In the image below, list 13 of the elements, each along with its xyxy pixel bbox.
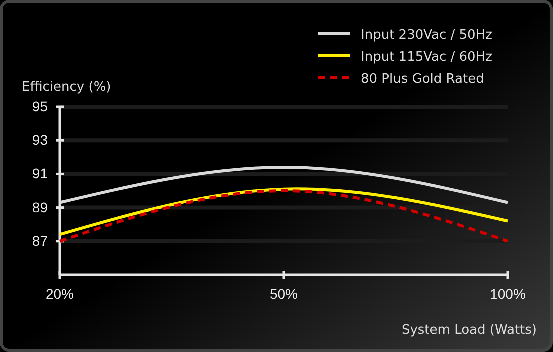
- legend-label: Input 115Vac / 60Hz: [361, 50, 493, 65]
- x-axis-title: System Load (Watts): [402, 323, 537, 338]
- y-tick-label: 91: [32, 166, 48, 182]
- y-tick-label: 93: [32, 132, 48, 148]
- x-tick-label: 50%: [270, 286, 298, 302]
- y-tick-label: 87: [32, 232, 48, 249]
- y-tick-label: 95: [32, 98, 48, 114]
- legend-label: Input 230Vac / 50Hz: [361, 28, 493, 43]
- x-tick-label: 100%: [490, 286, 526, 302]
- legend-label: 80 Plus Gold Rated: [361, 72, 484, 87]
- x-tick-label: 20%: [46, 286, 74, 302]
- y-axis-title: Efficiency (%): [22, 80, 112, 95]
- y-tick-label: 89: [32, 199, 48, 216]
